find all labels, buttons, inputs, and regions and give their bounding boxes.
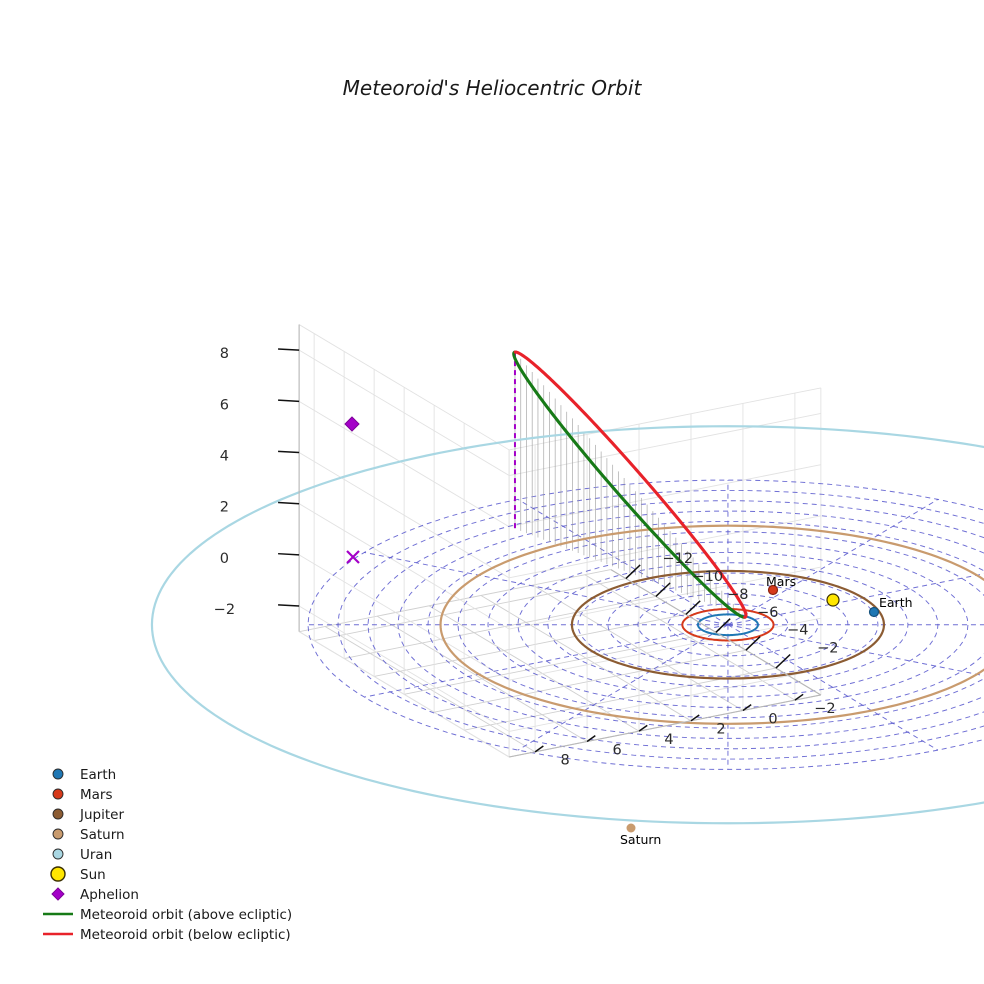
legend-label: Uran	[80, 847, 112, 863]
legend-item-sun[interactable]: Sun	[50, 866, 106, 883]
y-tick-label-0: −2	[814, 701, 835, 717]
mars-label: Mars	[766, 574, 796, 589]
z-tick-label-3: 2	[220, 500, 229, 516]
y-tick-mark	[638, 724, 648, 732]
orbit-drop-lines	[513, 352, 740, 616]
x-tick-label-3: −6	[757, 605, 778, 621]
earth-label: Earth	[879, 595, 913, 610]
planet-orbits	[150, 425, 984, 825]
y-tick-mark	[742, 704, 752, 712]
meteoroid-orbit-below-ecliptic	[513, 350, 748, 619]
x-tick-mark	[685, 600, 701, 615]
body-markers: Earth Mars Saturn	[344, 416, 913, 847]
legend-marker-circle	[52, 828, 64, 840]
z-tick-mark	[278, 450, 300, 454]
x-tick-label-0: −12	[663, 551, 694, 567]
mars-orbit	[681, 608, 775, 642]
aphelion-ground-marker-2	[346, 550, 360, 564]
y-tick-label-4: 6	[612, 742, 621, 758]
z-tick-mark	[278, 604, 300, 607]
legend-label: Meteoroid orbit (below ecliptic)	[80, 927, 291, 943]
legend-item-jupiter[interactable]: Jupiter	[52, 807, 124, 823]
legend-item-aphelion[interactable]: Aphelion	[51, 887, 139, 903]
legend-item-meteoroid-orbit-above-ecliptic[interactable]: Meteoroid orbit (above ecliptic)	[43, 907, 292, 923]
z-tick-label-5: −2	[214, 602, 235, 618]
uran-orbit	[150, 425, 984, 825]
legend-item-earth[interactable]: Earth	[52, 767, 116, 783]
x-tick-mark	[775, 653, 791, 669]
polar-grid	[307, 479, 984, 770]
y-tick-label-1: 0	[768, 711, 777, 727]
legend-label: Jupiter	[79, 807, 124, 823]
z-tick-mark	[278, 552, 300, 556]
x-tick-label-1: −10	[693, 569, 724, 585]
x-tick-mark	[745, 636, 761, 651]
legend-label: Aphelion	[80, 887, 139, 903]
sun-marker	[826, 593, 840, 607]
meteoroid-orbit-above-ecliptic	[512, 350, 747, 619]
z-tick-label-0: 8	[220, 346, 229, 362]
legend-item-meteoroid-orbit-below-ecliptic[interactable]: Meteoroid orbit (below ecliptic)	[43, 927, 291, 943]
x-tick-label-4: −4	[787, 623, 808, 639]
legend-marker-circle	[52, 808, 64, 820]
legend[interactable]: Earth Mars Jupiter Saturn Uran Sun Aphelion Met…	[43, 767, 292, 943]
y-tick-mark	[794, 693, 804, 701]
legend-label: Earth	[80, 767, 116, 783]
axis-lines-and-ticks: −12 −10−8 −6 −4 −2 −2 0 2 4 6 8 8 6 4 2 0 −2	[214, 324, 839, 769]
legend-label: Mars	[80, 787, 113, 803]
mars-marker	[767, 584, 779, 596]
legend-marker-circle	[52, 848, 64, 860]
saturn-orbit	[439, 524, 984, 725]
x-tick-mark	[715, 618, 731, 633]
jupiter-orbit	[570, 569, 886, 680]
y-tick-label-5: 8	[560, 753, 569, 769]
aphelion-marker	[344, 416, 360, 432]
x-tick-label-2: −8	[727, 587, 748, 603]
y-tick-mark	[690, 714, 700, 722]
legend-item-saturn[interactable]: Saturn	[52, 827, 125, 843]
earth-marker	[868, 606, 880, 618]
legend-marker-circle	[52, 768, 64, 780]
saturn-marker	[626, 823, 636, 833]
legend-label: Sun	[80, 867, 106, 883]
x-tick-label-5: −2	[817, 641, 838, 657]
legend-marker-diamond	[51, 887, 65, 901]
earth-orbit	[696, 613, 759, 637]
page-title: Meteoroid's Heliocentric Orbit	[343, 76, 643, 100]
saturn-label: Saturn	[620, 832, 661, 847]
z-tick-mark	[278, 501, 300, 505]
legend-item-mars[interactable]: Mars	[52, 787, 113, 803]
x-tick-mark	[655, 582, 671, 598]
z-tick-mark	[278, 399, 300, 403]
legend-marker-circle	[52, 788, 64, 800]
y-tick-mark	[586, 735, 596, 743]
z-tick-mark	[278, 348, 300, 351]
z-tick-label-1: 6	[220, 397, 229, 413]
y-tick-label-3: 4	[664, 732, 673, 748]
meteoroid-orbit	[512, 350, 748, 619]
legend-label: Saturn	[80, 827, 125, 843]
legend-label: Meteoroid orbit (above ecliptic)	[80, 907, 292, 923]
x-tick-mark	[625, 564, 641, 580]
y-tick-label-2: 2	[716, 722, 725, 738]
z-tick-label-2: 4	[220, 448, 229, 464]
legend-item-uran[interactable]: Uran	[52, 847, 112, 863]
legend-marker-circle	[50, 866, 66, 882]
y-tick-mark	[534, 745, 544, 753]
z-tick-label-4: 0	[220, 551, 229, 567]
